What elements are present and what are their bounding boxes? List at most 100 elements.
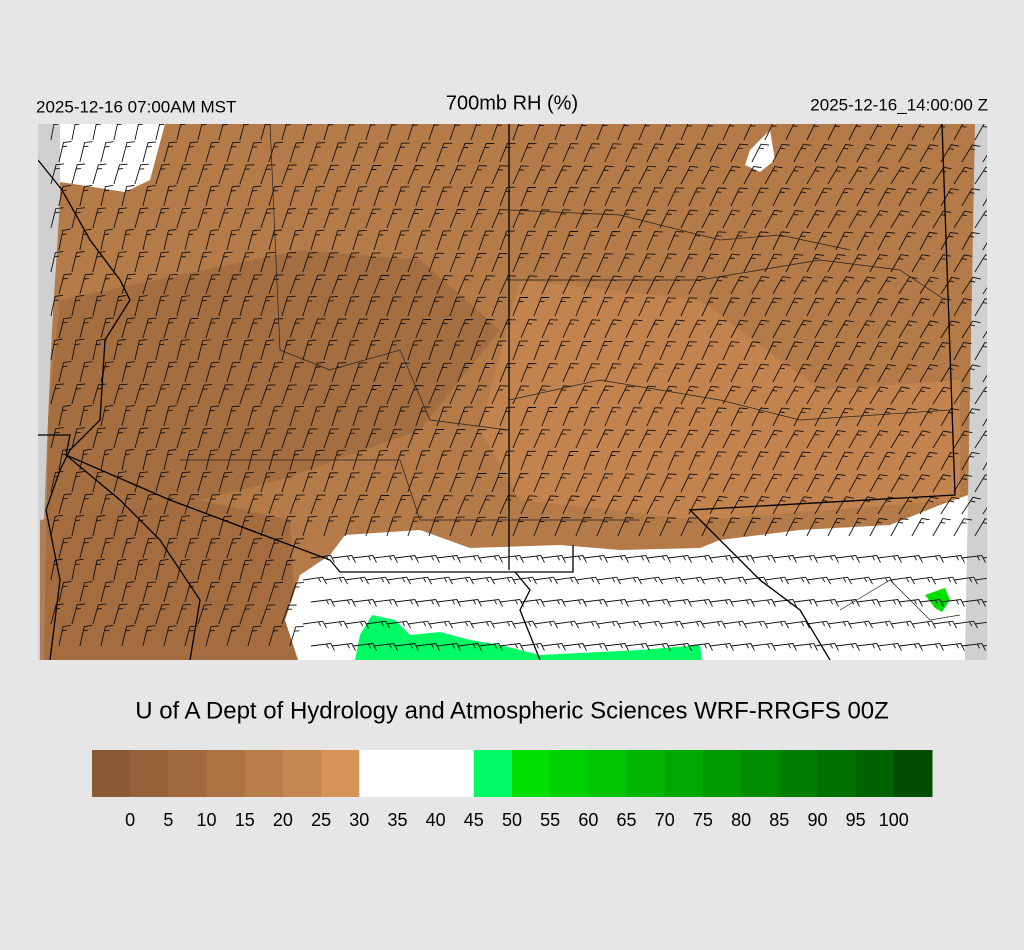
wind-barb: [583, 407, 600, 427]
wind-barb: [436, 450, 452, 471]
wind-barb: [344, 576, 369, 585]
wind-barb: [974, 386, 987, 405]
wind-barb: [247, 318, 263, 339]
wind-barb: [827, 473, 846, 493]
wind-barb: [625, 187, 642, 207]
wind-barb: [785, 297, 803, 317]
wind-barb: [701, 429, 720, 449]
wind-barb: [449, 296, 465, 317]
wind-barb: [604, 643, 629, 651]
wind-barb: [982, 330, 987, 339]
wind-barb: [302, 576, 327, 585]
wind-barb: [184, 274, 200, 295]
wind-barb: [218, 124, 228, 141]
wind-barb: [583, 143, 600, 163]
wind-barb: [730, 363, 748, 383]
wind-barb: [71, 427, 85, 449]
wind-barb: [113, 207, 128, 229]
wind-barb: [764, 166, 783, 185]
wind-barb: [919, 599, 944, 607]
wind-barb: [323, 208, 339, 229]
wind-barb: [604, 407, 621, 427]
wind-barb: [541, 495, 559, 515]
wind-barb: [226, 494, 242, 515]
wind-barb: [512, 296, 529, 317]
wind-barb: [436, 318, 453, 339]
wind-barb: [646, 451, 663, 471]
wind-barb: [554, 297, 571, 317]
wind-barb: [667, 495, 686, 515]
wind-barb: [260, 471, 275, 493]
wind-barb: [478, 186, 494, 207]
wind-barb: [499, 643, 524, 651]
wind-barb: [898, 320, 918, 339]
wind-barb: [121, 625, 135, 647]
wind-barb: [877, 451, 896, 471]
wind-barb: [197, 515, 212, 537]
wind-barb: [814, 496, 833, 515]
wind-barb: [478, 406, 494, 427]
wind-barb: [121, 405, 135, 427]
wind-barb: [470, 516, 486, 537]
wind-barb: [940, 643, 965, 651]
wind-barb: [835, 364, 854, 383]
wind-barb: [247, 494, 263, 515]
wind-barb: [121, 361, 135, 383]
wind-barb: [491, 124, 503, 141]
wind-barb: [953, 430, 973, 449]
wind-barb: [260, 124, 270, 141]
wind-barb: [512, 124, 524, 141]
wind-barb: [541, 555, 566, 563]
wind-barb: [113, 124, 122, 141]
valid-utc-time: 2025-12-16_14:00:00 Z: [810, 95, 988, 114]
wind-barb: [827, 210, 846, 229]
wind-barb: [814, 407, 833, 427]
wind-barb: [386, 124, 397, 141]
wind-barb: [142, 448, 156, 471]
wind-barb: [470, 165, 487, 185]
wind-barb: [281, 384, 297, 405]
wind-barb: [163, 273, 178, 295]
wind-barb: [709, 319, 728, 339]
wind-barb: [785, 386, 804, 405]
wind-barb: [155, 558, 169, 581]
wind-barb: [302, 252, 318, 273]
wind-barb: [71, 338, 84, 361]
wind-barb: [709, 187, 727, 207]
wind-barb: [415, 318, 432, 339]
wind-barb: [155, 427, 170, 449]
wind-barb: [373, 142, 389, 163]
wind-barb: [638, 124, 650, 141]
wind-barb: [932, 474, 952, 493]
wind-barb: [751, 599, 776, 607]
wind-barb: [604, 187, 621, 207]
wind-barb: [667, 363, 685, 383]
wind-barb: [764, 341, 782, 361]
wind-barb: [890, 576, 915, 585]
wind-barb: [352, 643, 377, 651]
wind-barb: [134, 207, 149, 229]
wind-barb: [436, 142, 452, 163]
wind-barb: [50, 207, 64, 229]
wind-barb: [331, 449, 346, 471]
wind-barb: [848, 124, 861, 141]
wind-barb: [982, 507, 987, 515]
wind-barb: [239, 124, 249, 141]
wind-barb: [617, 165, 635, 185]
wind-barb: [436, 230, 452, 251]
wind-barb: [688, 407, 706, 427]
colorbar-label: 20: [273, 810, 293, 830]
wind-barb: [50, 338, 63, 361]
wind-barb: [92, 163, 107, 185]
wind-barb: [575, 429, 593, 449]
wind-barb: [680, 165, 699, 185]
wind-barb: [478, 362, 495, 383]
wind-barb: [184, 185, 199, 207]
wind-barb: [176, 163, 191, 185]
wind-barb: [638, 253, 656, 273]
wind-barb: [533, 429, 550, 449]
wind-barb: [92, 251, 106, 273]
wind-barb: [772, 363, 791, 383]
wind-barb: [533, 620, 558, 629]
wind-barb: [205, 581, 220, 603]
